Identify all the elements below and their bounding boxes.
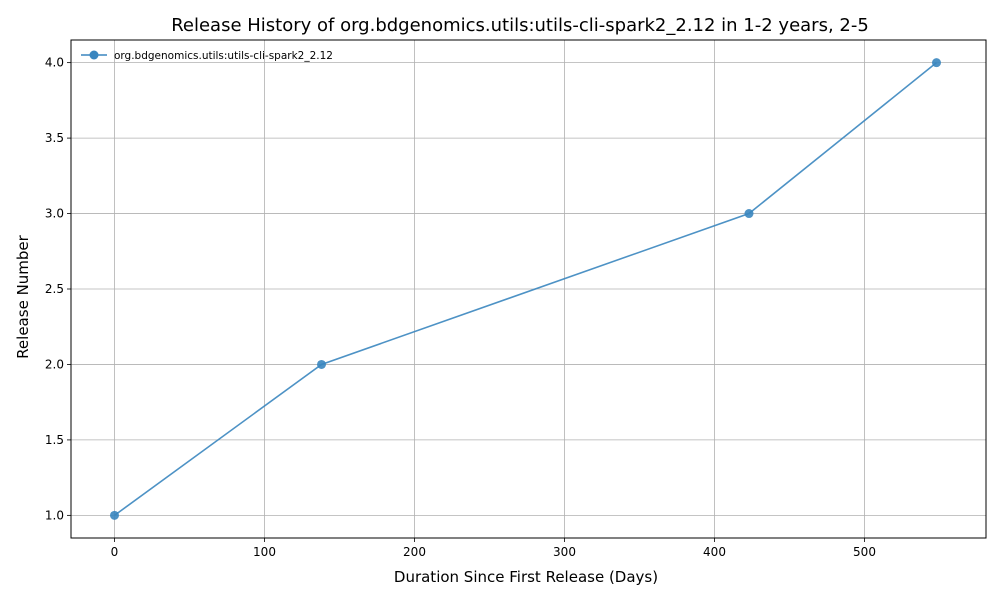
y-tick-label: 4.0 bbox=[45, 56, 64, 70]
grid-lines bbox=[71, 40, 986, 538]
series-layer bbox=[110, 58, 941, 520]
data-point bbox=[317, 359, 326, 369]
y-tick-label: 1.0 bbox=[45, 508, 64, 522]
y-tick-label: 2.0 bbox=[45, 357, 64, 371]
data-point bbox=[744, 209, 754, 219]
x-tick-label: 500 bbox=[853, 545, 876, 559]
x-tick-label: 100 bbox=[253, 545, 276, 559]
x-tick-label: 0 bbox=[111, 545, 119, 559]
data-point bbox=[932, 58, 941, 68]
legend-label: org.bdgenomics.utils:utils-cli-spark2_2.… bbox=[114, 50, 333, 62]
y-axis: 1.0 1.5 2.0 2.5 3.0 3.5 4.0 bbox=[45, 56, 71, 522]
series-line bbox=[114, 62, 938, 517]
y-tick-label: 2.5 bbox=[45, 282, 64, 296]
x-tick-label: 200 bbox=[403, 545, 426, 559]
y-tick-label: 1.5 bbox=[45, 433, 64, 447]
x-axis-label: Duration Since First Release (Days) bbox=[394, 568, 658, 586]
chart-title: Release History of org.bdgenomics.utils:… bbox=[171, 15, 869, 36]
x-tick-label: 400 bbox=[703, 545, 726, 559]
x-tick-label: 300 bbox=[553, 545, 576, 559]
y-axis-label: Release Number bbox=[14, 234, 32, 358]
y-tick-label: 3.5 bbox=[45, 131, 64, 145]
x-axis: 0 100 200 300 400 500 bbox=[111, 538, 876, 559]
legend-marker bbox=[89, 50, 99, 60]
data-point bbox=[110, 510, 119, 520]
legend: org.bdgenomics.utils:utils-cli-spark2_2.… bbox=[81, 50, 333, 62]
y-tick-label: 3.0 bbox=[45, 207, 64, 221]
